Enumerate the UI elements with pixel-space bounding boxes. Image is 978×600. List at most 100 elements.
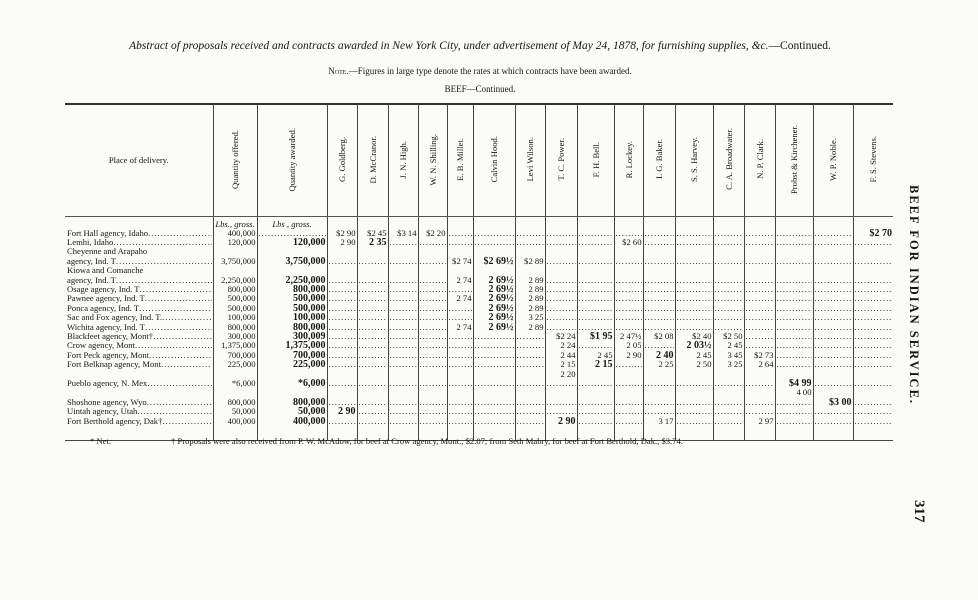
- bid-cell: [812, 388, 853, 398]
- dot-leader: [329, 379, 356, 388]
- dot-leader: [547, 398, 576, 407]
- bid-cell: [446, 237, 473, 248]
- bid-cell: $1 95: [576, 331, 614, 342]
- dot-leader: [715, 379, 743, 388]
- dot-leader: [855, 417, 893, 426]
- dot-leader: [420, 332, 446, 341]
- bid-cell: 2 74: [446, 294, 473, 304]
- bid-cell: [356, 388, 388, 398]
- bid-cell: 2 89: [514, 303, 545, 314]
- cell-value: 2 89: [528, 303, 544, 313]
- bid-cell: 2 45: [674, 350, 713, 361]
- bid-cell: [743, 331, 775, 342]
- place-line: Uintah agency, Utah: [67, 407, 212, 416]
- bid-cell: [514, 369, 545, 379]
- cell-value: 2 90: [558, 416, 576, 427]
- bid-cell: 2 15: [576, 360, 614, 370]
- place-text: Fort Berthold agency, Dak†: [67, 416, 163, 426]
- bid-cell: [544, 303, 577, 314]
- dot-leader: [420, 285, 446, 294]
- bid-cell: [576, 284, 614, 295]
- bid-cell: [387, 360, 418, 370]
- bid-cell: [387, 266, 418, 285]
- bid-cell: [576, 322, 614, 332]
- dot-leader: [449, 304, 472, 313]
- place-text: Fort Peck agency, Mont: [67, 350, 150, 360]
- bid-cell: [387, 388, 418, 398]
- place-text: Sac and Fox agency, Ind. T.: [67, 313, 163, 323]
- quantity-offered: 50,000: [212, 407, 257, 417]
- bid-cell: [544, 322, 577, 332]
- quantity-awarded: 50,000: [256, 407, 327, 417]
- bid-cell: [642, 341, 675, 351]
- dot-leader: [579, 341, 613, 350]
- bid-cell: [812, 369, 853, 379]
- bid-cell: 2 69½: [472, 284, 515, 295]
- bid-cell: [774, 313, 813, 323]
- units-cell: [743, 216, 775, 229]
- bid-cell: 2 69½: [472, 313, 515, 323]
- dot-leader: [359, 332, 387, 341]
- dot-leader: [677, 417, 712, 426]
- bid-cell: [326, 322, 357, 332]
- units-cell: [774, 216, 813, 229]
- dot-leader: [359, 257, 387, 266]
- bid-cell: [812, 266, 853, 285]
- units-cell: [417, 216, 447, 229]
- cell-value: 2 69½: [488, 313, 514, 323]
- dot-leader: [815, 304, 852, 313]
- quantity-offered: 700,000: [212, 350, 257, 361]
- cell-value: 3 25: [528, 313, 544, 323]
- dot-leader: [161, 360, 212, 369]
- dot-leader: [137, 407, 211, 416]
- quantity-offered: 800,000: [212, 284, 257, 295]
- bid-cell: 3 25: [712, 360, 744, 370]
- dot-leader: [715, 323, 743, 332]
- bid-cell: [417, 284, 447, 295]
- dot-leader: [390, 417, 417, 426]
- cell-value: 2 69½: [488, 274, 514, 285]
- column-header-label: Quantity awarded.: [287, 127, 297, 191]
- bid-cell: 2 15: [544, 360, 577, 370]
- cell-value: 2 69½: [488, 284, 514, 295]
- quantity-awarded: 500,000: [256, 303, 327, 314]
- dot-leader: [855, 304, 893, 313]
- bid-cell: 2 69½: [472, 294, 515, 304]
- footnote-proposals: † Proposals were also received from P. W…: [171, 436, 683, 446]
- units-cell: [544, 216, 577, 229]
- dot-leader: [677, 407, 712, 416]
- units-cell: [852, 216, 893, 229]
- dot-leader: [855, 276, 893, 285]
- dot-leader: [815, 285, 852, 294]
- bid-cell: [326, 313, 357, 323]
- column-header-label: T. C. Power.: [556, 137, 566, 181]
- quantity-offered: 225,000: [212, 360, 257, 370]
- cell-value: 2 89: [528, 274, 544, 285]
- bid-cell: [356, 407, 388, 417]
- dot-leader: [517, 238, 544, 247]
- bid-cell: [774, 341, 813, 351]
- dot-leader: [359, 407, 387, 416]
- dot-leader: [855, 323, 893, 332]
- bid-cell: $2 45: [356, 228, 388, 238]
- cell-value: 300,009: [293, 331, 326, 342]
- cell-value: 2 74: [456, 294, 472, 304]
- dot-leader: [777, 257, 812, 266]
- cell-value: 4 00: [796, 388, 812, 398]
- dot-leader: [145, 294, 212, 303]
- bottom-rule-cell: [446, 434, 473, 441]
- dot-leader: [547, 276, 576, 285]
- note-text: —Figures in large type denote the rates …: [348, 66, 632, 76]
- quantity-awarded: 100,000: [256, 313, 327, 323]
- bid-cell: [812, 313, 853, 323]
- bottom-rule-cell: [65, 434, 213, 441]
- bid-cell: [576, 228, 614, 238]
- dot-leader: [329, 276, 356, 285]
- bid-cell: 3 45: [712, 350, 744, 361]
- proposals-table: Place of delivery. Quantity offered. Quant…: [65, 103, 893, 441]
- dot-leader: [715, 417, 743, 426]
- bid-cell: 2 25: [642, 360, 675, 370]
- cell-value: 2 44: [560, 350, 576, 360]
- bid-cell: [387, 331, 418, 342]
